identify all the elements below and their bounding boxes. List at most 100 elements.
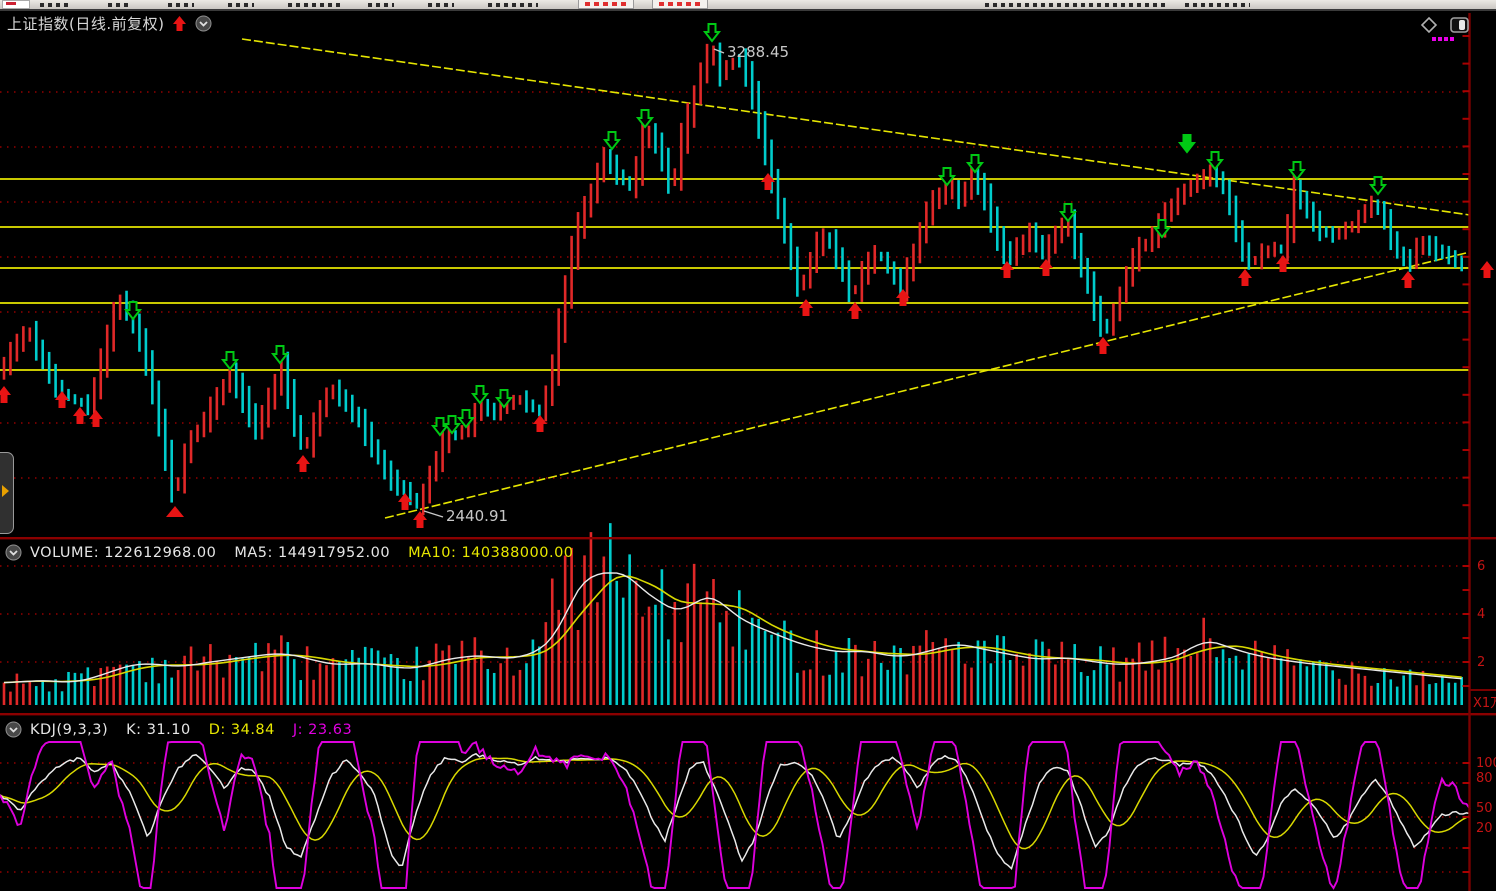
symbol-title: 上证指数(日线.前复权) <box>7 15 165 33</box>
menu-item[interactable] <box>985 3 1165 7</box>
sell-signal-arrow <box>220 351 240 371</box>
main-grid <box>0 91 1470 479</box>
k-label: K: <box>126 721 142 738</box>
red-up-arrow-icon <box>173 16 187 31</box>
buy-signal-arrow <box>799 299 813 316</box>
d-label: D: <box>208 721 226 738</box>
expand-arrow-icon <box>2 485 9 497</box>
buy-signal-arrow <box>1238 269 1252 286</box>
k-value: 31.10 <box>146 721 191 738</box>
buy-signal-arrow <box>1276 255 1290 272</box>
chart-title-bar: 上证指数(日线.前复权) <box>7 13 212 34</box>
kdj-axis-label: 80 <box>1476 771 1493 786</box>
kdj-j-line <box>0 740 1471 890</box>
buy-signal-arrow <box>896 289 910 306</box>
collapse-main-chart-button[interactable] <box>195 15 212 32</box>
sell-signal-arrow <box>1152 219 1172 239</box>
sell-signal-arrow <box>430 417 450 437</box>
menu-item[interactable] <box>428 3 454 7</box>
ma5-value: 144917952.00 <box>277 544 391 561</box>
diamond-tool-icon[interactable] <box>1420 16 1438 34</box>
volume-unit-label: X1万 <box>1473 696 1496 711</box>
menu-item[interactable] <box>108 3 132 7</box>
svg-text:3288.45: 3288.45 <box>727 43 789 61</box>
buy-signal-arrow <box>89 410 103 427</box>
sell-signal-arrow <box>965 154 985 174</box>
sell-signal-arrow <box>1058 203 1078 223</box>
buy-signal-arrow <box>1401 271 1415 288</box>
volume-axis-label: 2 <box>1477 655 1485 670</box>
sell-signal-arrow <box>602 131 622 151</box>
svg-text:2440.91: 2440.91 <box>446 507 508 525</box>
chart-toolbar <box>1420 16 1480 38</box>
kdj-d-line <box>0 757 1471 850</box>
j-value: 23.63 <box>308 721 353 738</box>
sell-signal-arrow <box>123 301 143 321</box>
buy-signal-arrow <box>533 415 547 432</box>
ma10-value: 140388000.00 <box>461 544 574 561</box>
right-axis <box>1462 13 1471 891</box>
volume-axis-label: 4 <box>1477 607 1485 622</box>
buy-signal-arrow <box>0 386 11 403</box>
collapse-volume-panel-button[interactable] <box>5 544 22 561</box>
collapse-kdj-panel-button[interactable] <box>5 721 22 738</box>
menu-item[interactable] <box>1185 3 1250 7</box>
volume-ma5-line <box>3 572 1462 684</box>
volume-panel-header: VOLUME: 122612968.00 MA5: 144917952.00 M… <box>5 544 574 561</box>
volume-axis-label: 6 <box>1477 559 1485 574</box>
ma5-label: MA5: <box>234 544 273 561</box>
sell-signal-arrow <box>702 23 722 43</box>
menu-item[interactable] <box>228 3 254 7</box>
ma10-label: MA10: <box>408 544 457 561</box>
buy-signal-arrow <box>73 407 87 424</box>
kdj-axis-label: 50 <box>1476 801 1493 816</box>
kdj-k-line <box>0 752 1471 870</box>
menu-item[interactable] <box>488 3 538 7</box>
sell-signal-arrow <box>456 409 476 429</box>
buy-signal-arrow <box>1480 261 1494 278</box>
menu-bar[interactable] <box>0 0 1496 11</box>
buy-signal-arrow <box>1096 337 1110 354</box>
kdj-axis-label: 20 <box>1476 821 1493 836</box>
kdj-panel-header: KDJ(9,3,3) K: 31.10 D: 34.84 J: 23.63 <box>5 721 352 738</box>
sell-signal-arrow <box>1205 151 1225 171</box>
buy-signal-arrow <box>1039 259 1053 276</box>
menu-item[interactable] <box>288 3 344 7</box>
sidebar-expand-handle[interactable] <box>0 452 14 534</box>
magenta-marker-dots <box>1432 37 1454 41</box>
sell-signal-arrow <box>470 385 490 405</box>
signal-markers <box>0 23 1494 528</box>
volume-value: 122612968.00 <box>104 544 217 561</box>
kdj-label: KDJ(9,3,3) <box>30 721 109 738</box>
buy-signal-arrow <box>55 391 69 408</box>
volume-ma10-line <box>3 575 1462 684</box>
sell-signal-arrow <box>635 109 655 129</box>
sell-signal-arrow <box>442 415 462 435</box>
low-point-marker <box>166 506 184 517</box>
yellow-trend-lines <box>0 38 1471 519</box>
split-panel-icon-fill <box>1459 20 1465 30</box>
j-label: J: <box>292 721 304 738</box>
panel-dividers <box>0 537 1496 716</box>
sell-signal-arrow <box>937 167 957 187</box>
volume-label: VOLUME: <box>30 544 100 561</box>
menu-item[interactable] <box>368 3 394 7</box>
buy-signal-arrow <box>398 493 412 510</box>
menu-button-red[interactable] <box>578 0 634 9</box>
buy-signal-arrow <box>296 455 310 472</box>
sell-signal-arrow <box>270 345 290 365</box>
price-annotations: 3288.45 2440.91 <box>423 43 789 525</box>
buy-signal-arrow <box>761 173 775 190</box>
sell-signal-arrow <box>1287 161 1307 181</box>
main-price-bars <box>2 42 1463 516</box>
kdj-axis-label: 100 <box>1476 756 1496 771</box>
volume-bars <box>2 523 1463 705</box>
menu-item[interactable] <box>168 3 194 7</box>
menu-button-red[interactable] <box>652 0 708 9</box>
sell-signal-arrow <box>1177 134 1197 154</box>
buy-signal-arrow <box>413 511 427 528</box>
menu-item[interactable] <box>40 3 70 7</box>
buy-signal-arrow <box>1000 261 1014 278</box>
